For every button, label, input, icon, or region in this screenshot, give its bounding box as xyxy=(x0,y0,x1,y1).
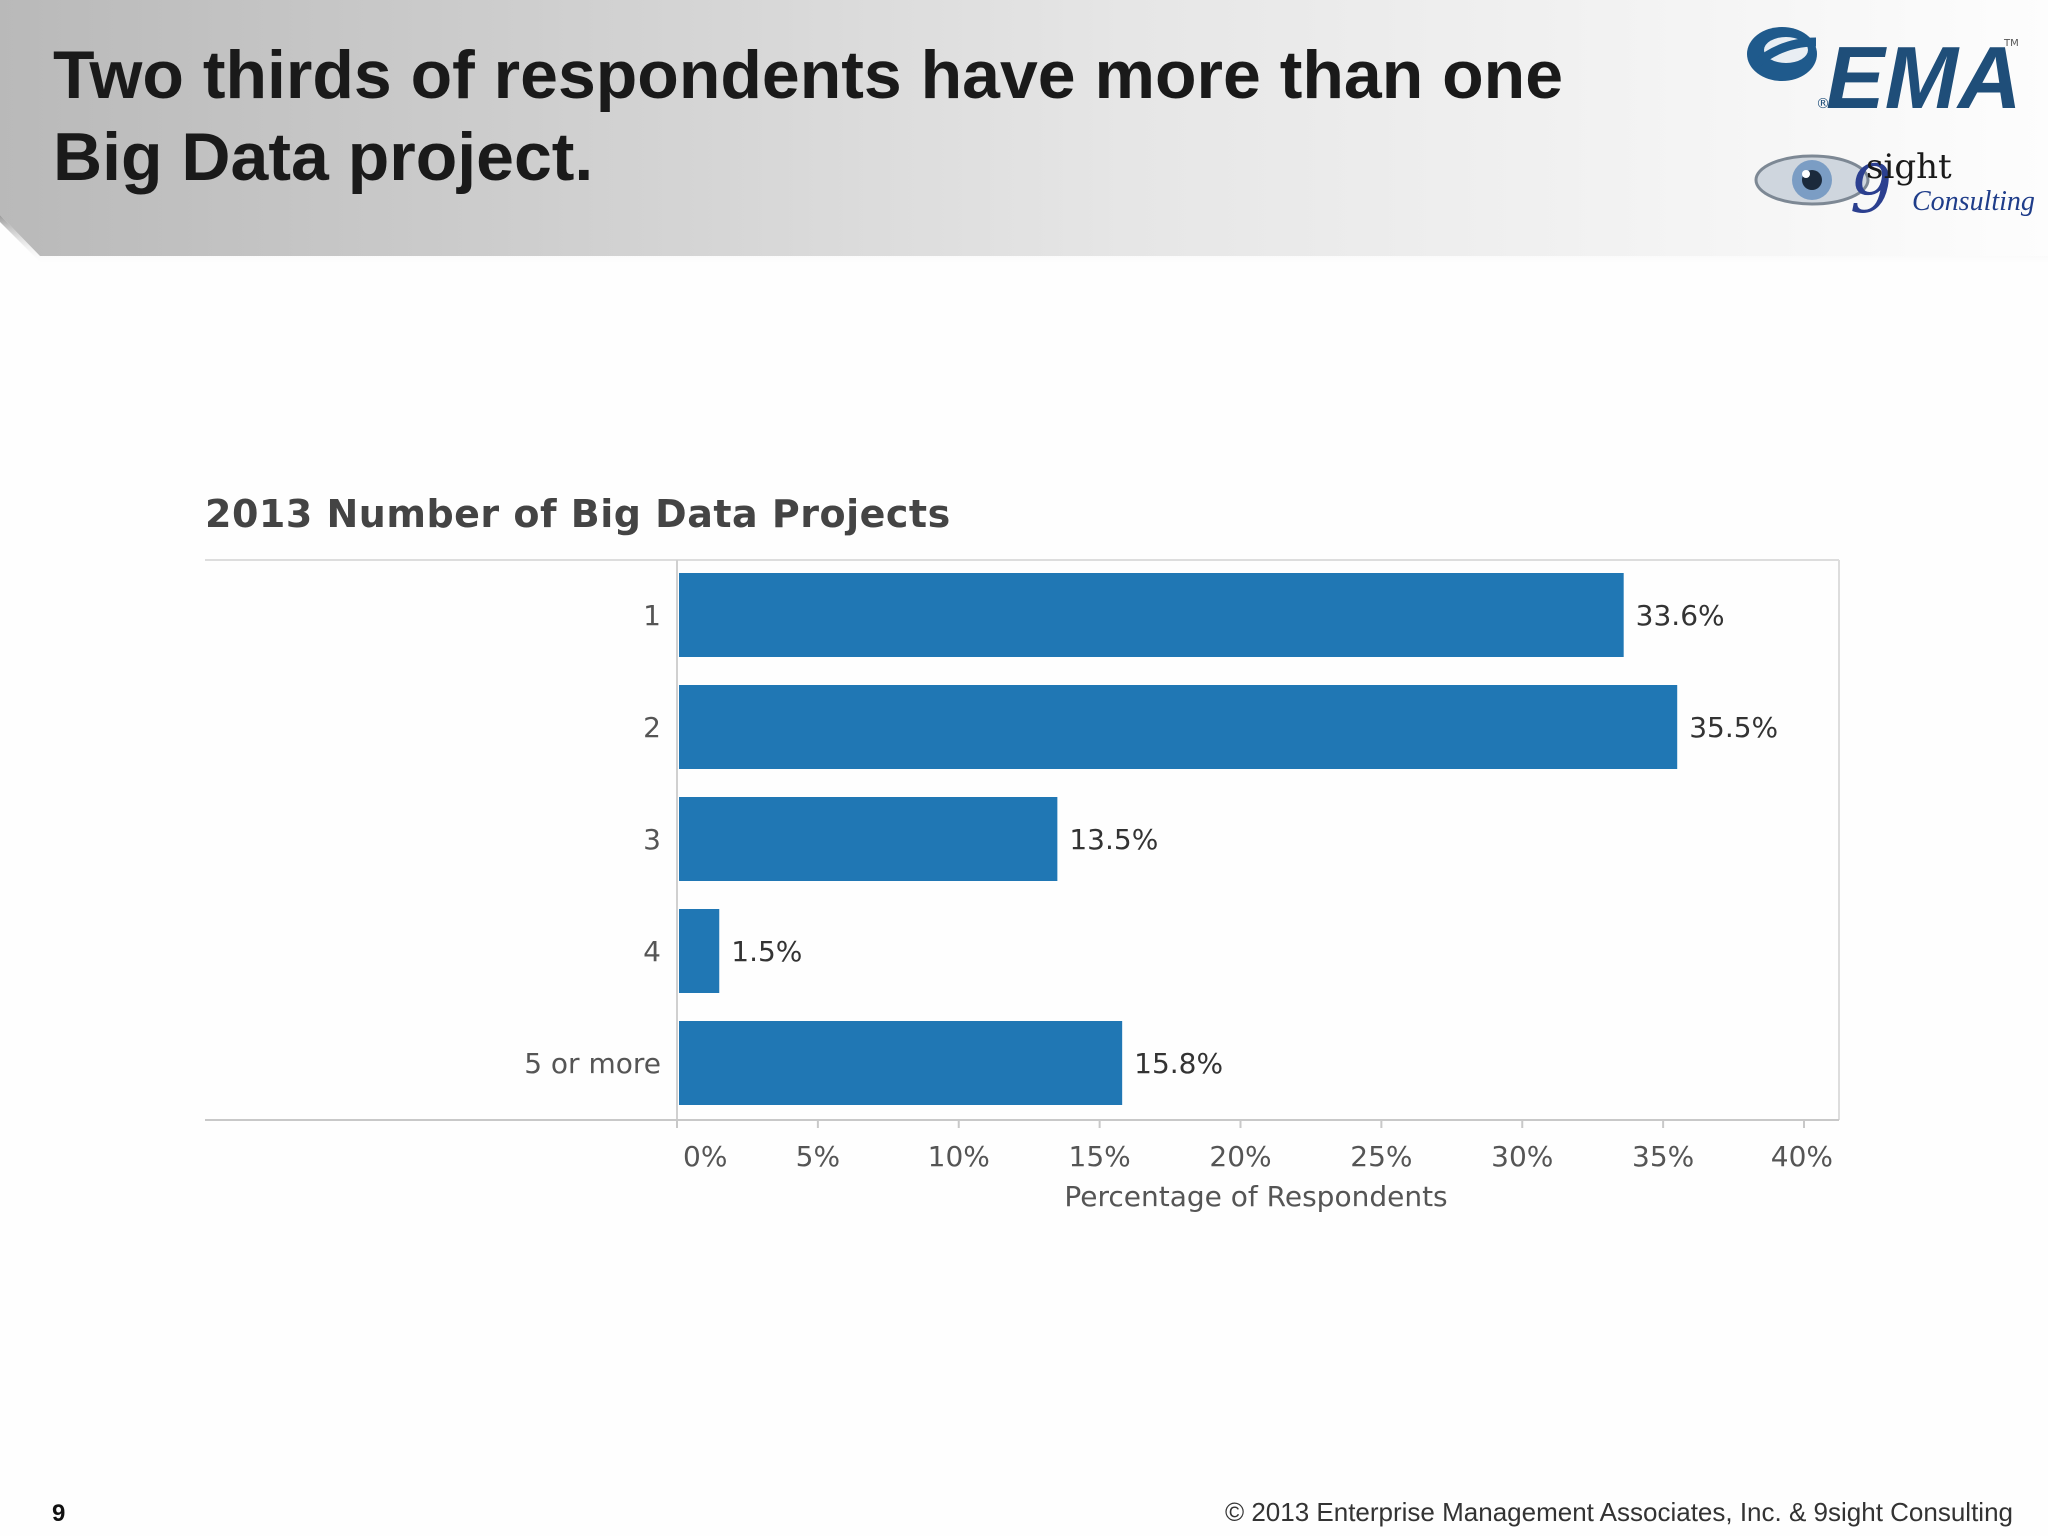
eye-icon xyxy=(1754,154,1870,206)
bar-2 xyxy=(679,685,1678,769)
consulting-wordmark: Consulting xyxy=(1912,186,2035,217)
x-tick-label-2: 10% xyxy=(928,1140,990,1173)
page-number: 9 xyxy=(52,1500,66,1527)
bar-5 xyxy=(679,1021,1123,1105)
value-label-3: 13.5% xyxy=(1069,823,1158,856)
nine-mark: 9 xyxy=(1850,151,1892,228)
ema-logo: ® EMA TM 9 sight Consulting xyxy=(1747,27,2035,228)
bar-3 xyxy=(679,797,1058,881)
slide-header: Two thirds of respondents have more than… xyxy=(0,0,2048,266)
ema-trademark: TM xyxy=(2003,38,2019,49)
bar-1 xyxy=(679,573,1624,657)
x-tick-label-4: 20% xyxy=(1209,1140,1271,1173)
category-labels-group: 1 2 3 4 5 or more xyxy=(524,599,661,1080)
x-tick-label-1: 5% xyxy=(796,1140,840,1173)
x-tick-label-5: 25% xyxy=(1350,1140,1412,1173)
value-label-1: 33.6% xyxy=(1636,599,1725,632)
value-label-2: 35.5% xyxy=(1689,711,1778,744)
copyright-notice: © 2013 Enterprise Management Associates,… xyxy=(1224,1497,2013,1527)
ema-registered-mark: ® xyxy=(1816,96,1830,112)
category-label-1: 1 xyxy=(643,599,661,632)
sight-wordmark: sight xyxy=(1866,147,1952,187)
category-label-5: 5 or more xyxy=(524,1047,661,1080)
logo-block: ® EMA TM 9 sight Consulting xyxy=(1720,12,2040,232)
bar-4 xyxy=(679,909,720,993)
value-label-5: 15.8% xyxy=(1134,1047,1223,1080)
x-tick-label-0: 0% xyxy=(683,1140,727,1173)
value-label-4: 1.5% xyxy=(731,935,802,968)
value-labels-group: 33.6% 35.5% 13.5% 1.5% 15.8% xyxy=(731,599,1778,1080)
slide-title: Two thirds of respondents have more than… xyxy=(53,37,1564,195)
chart-frame xyxy=(205,559,1840,1121)
header-background xyxy=(0,0,2048,266)
category-label-4: 4 xyxy=(643,935,661,968)
x-axis-title: Percentage of Respondents xyxy=(1064,1180,1447,1213)
ema-wordmark: EMA xyxy=(1826,28,2022,127)
chart-title: 2013 Number of Big Data Projects xyxy=(205,492,951,536)
category-label-3: 3 xyxy=(643,823,661,856)
ema-swoosh-icon xyxy=(1747,27,1817,81)
bars-group xyxy=(679,573,1678,1105)
x-tick-labels-group: 0% 5% 10% 15% 20% 25% 30% 35% 40% xyxy=(676,1120,1833,1173)
x-tick-label-6: 30% xyxy=(1491,1140,1553,1173)
x-tick-label-3: 15% xyxy=(1069,1140,1131,1173)
x-tick-label-8: 40% xyxy=(1771,1140,1833,1173)
category-label-2: 2 xyxy=(643,711,661,744)
x-tick-label-7: 35% xyxy=(1632,1140,1694,1173)
